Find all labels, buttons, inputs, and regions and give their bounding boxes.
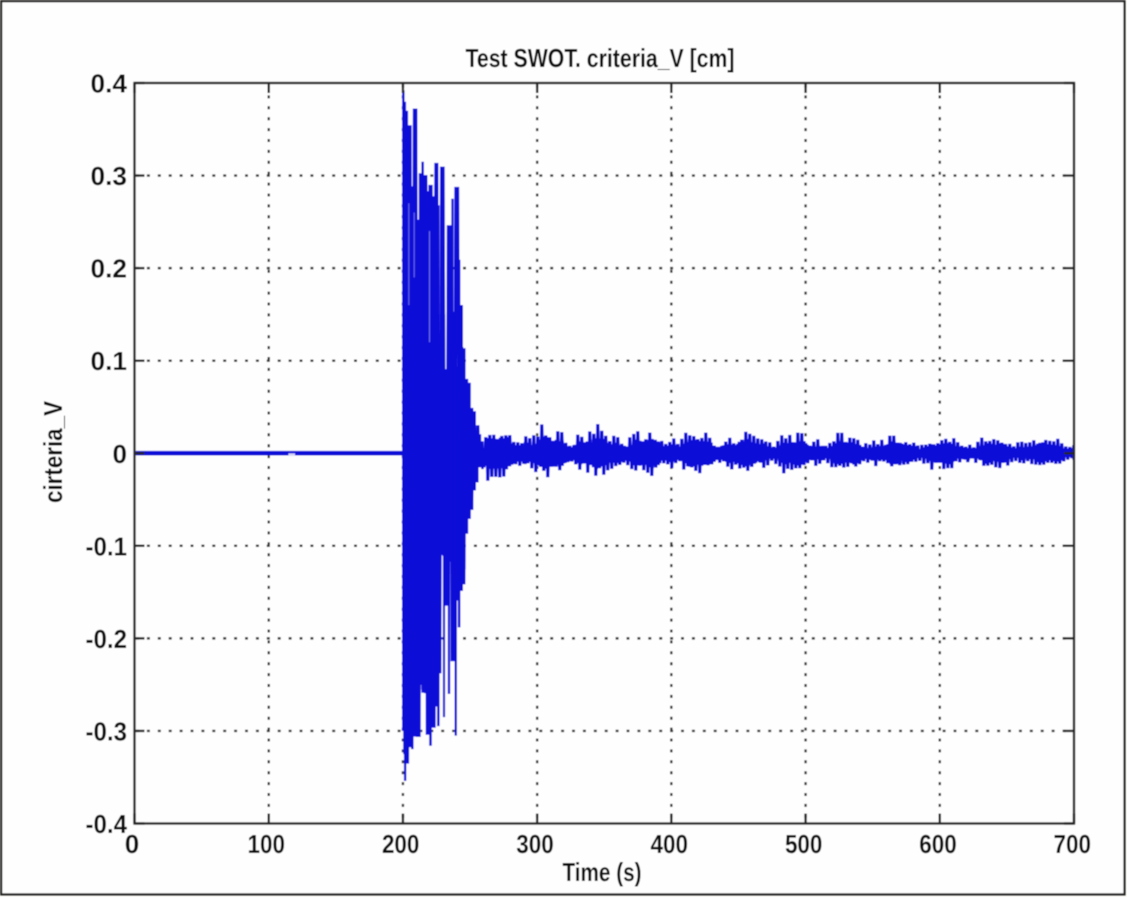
svg-text:100: 100 (248, 829, 286, 859)
svg-text:-0.1: -0.1 (86, 531, 128, 561)
svg-text:700: 700 (1054, 829, 1092, 859)
svg-text:200: 200 (382, 829, 420, 859)
svg-text:300: 300 (516, 829, 554, 859)
svg-text:Time (s): Time (s) (563, 857, 642, 887)
svg-text:0.3: 0.3 (91, 161, 128, 191)
svg-text:Test SWOT. criteria_V [cm]: Test SWOT. criteria_V [cm] (466, 43, 735, 73)
svg-text:cirteria_V: cirteria_V (38, 400, 68, 503)
svg-text:-0.3: -0.3 (86, 716, 128, 746)
svg-text:0.4: 0.4 (91, 69, 128, 99)
svg-text:500: 500 (785, 829, 823, 859)
svg-text:0.1: 0.1 (91, 346, 128, 376)
svg-text:-0.2: -0.2 (86, 624, 128, 654)
svg-text:0: 0 (113, 439, 128, 469)
svg-text:400: 400 (651, 829, 689, 859)
svg-text:0: 0 (125, 829, 140, 859)
svg-text:-0.4: -0.4 (86, 809, 128, 839)
svg-text:0.2: 0.2 (91, 254, 128, 284)
svg-text:600: 600 (919, 829, 957, 859)
